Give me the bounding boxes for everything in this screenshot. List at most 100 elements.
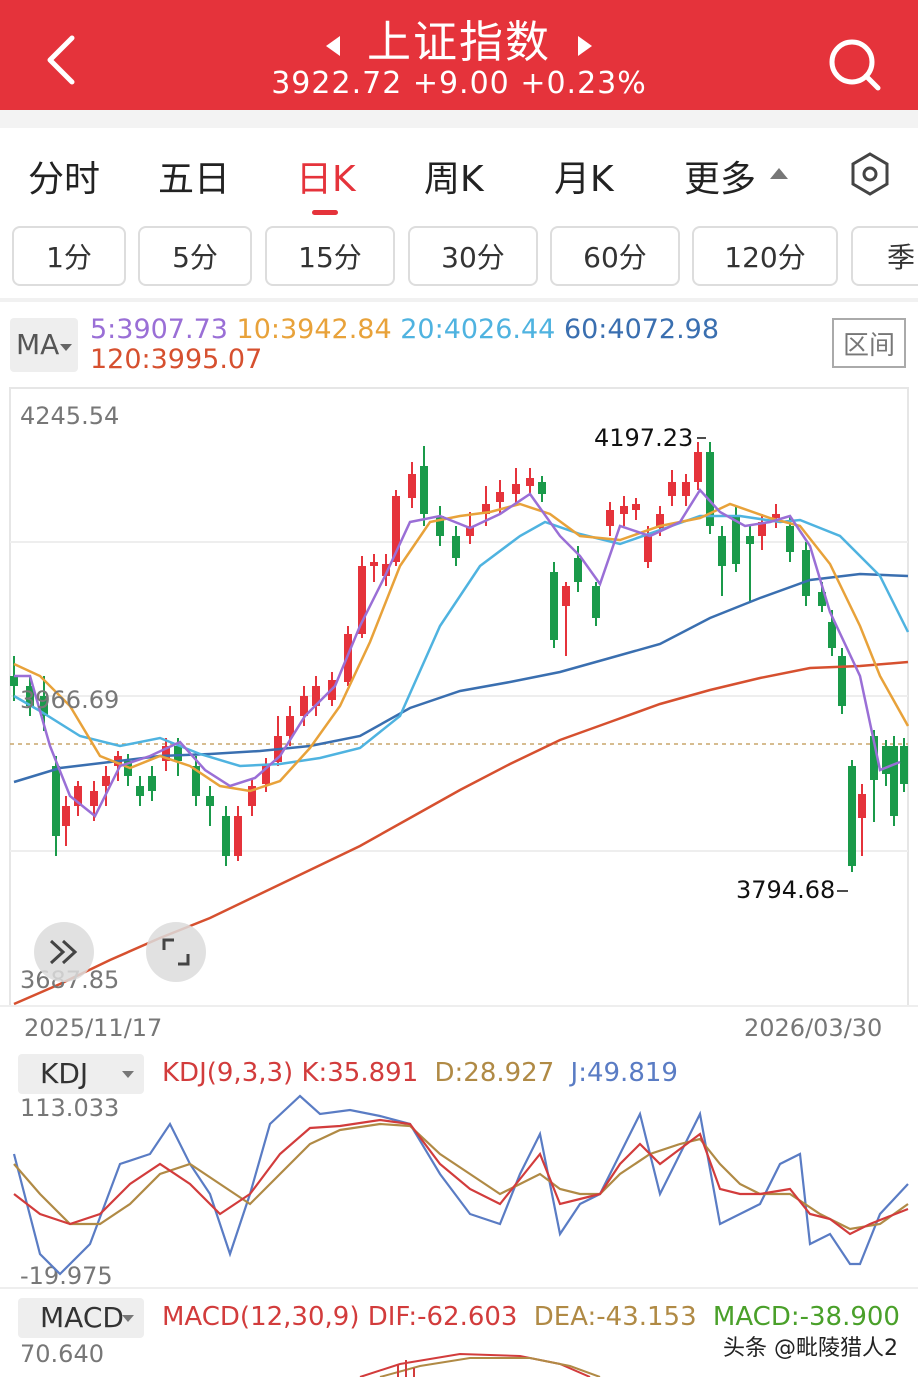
candle-body (512, 484, 520, 494)
ma20-value: 20:4026.44 (400, 314, 556, 345)
candle-body (162, 746, 170, 761)
period-30min[interactable]: 30分 (408, 226, 538, 286)
tab-weekly-k[interactable]: 周K (424, 159, 484, 200)
candle-body (40, 696, 48, 716)
y-max-label: 4245.54 (20, 402, 119, 430)
period-15min[interactable]: 15分 (265, 226, 395, 286)
search-icon[interactable] (826, 36, 882, 92)
header-gap (0, 110, 918, 128)
candle-body (482, 504, 490, 514)
candle-body (408, 474, 416, 498)
fullscreen-icon (162, 938, 190, 966)
candle-body (900, 746, 908, 784)
candle-body (262, 764, 270, 784)
candle-body (606, 510, 614, 526)
candle-body (592, 586, 600, 618)
low-label: 3794.68 (736, 876, 835, 904)
candle-body (248, 786, 256, 806)
tab-monthly-k[interactable]: 月K (554, 159, 614, 200)
candle-body (828, 622, 836, 648)
candle-body (90, 791, 98, 806)
candle-body (136, 786, 144, 796)
back-icon[interactable] (40, 30, 90, 90)
candle-body (838, 656, 846, 706)
candle-body (452, 536, 460, 558)
kdj-header: KDJ KDJ(9,3,3) K:35.891 D:28.927 J:49.81… (0, 1054, 918, 1094)
candle-body (392, 496, 400, 562)
kdj-selector[interactable]: KDJ (18, 1054, 144, 1094)
macd-value: MACD:-38.900 (712, 1302, 900, 1332)
candle-body (420, 466, 428, 514)
ma-selector[interactable]: MA (10, 318, 78, 372)
range-button[interactable]: 区间 (832, 318, 906, 368)
next-stock-arrow-icon[interactable] (578, 36, 592, 56)
caret-up-icon (770, 168, 788, 179)
candle-body (706, 452, 714, 526)
ma10-value: 10:3942.84 (236, 314, 392, 345)
candle-body (574, 558, 582, 582)
period-60min[interactable]: 60分 (550, 226, 680, 286)
tab-intraday[interactable]: 分时 (28, 159, 101, 200)
kdj-y-max: 113.033 (20, 1094, 119, 1122)
candle-body (174, 746, 182, 761)
fullscreen-button[interactable] (146, 922, 206, 982)
tab-daily-k[interactable]: 日K (296, 159, 356, 200)
y-mid-label: 3966.69 (20, 686, 119, 714)
candle-body (358, 566, 366, 634)
macd-y-max: 70.640 (20, 1340, 104, 1368)
period-5min[interactable]: 5分 (138, 226, 252, 286)
candle-body (818, 592, 826, 606)
ma5-line (14, 487, 901, 818)
candle-body (436, 516, 444, 536)
ma60-value: 60:4072.98 (563, 314, 720, 345)
macd-dea-line (379, 1357, 601, 1377)
candlestick-chart[interactable]: 4245.54 3966.69 3687.85 4197.23 3794.68 … (0, 386, 918, 1050)
candle-body (644, 536, 652, 562)
candle-body (718, 536, 726, 566)
period-1min[interactable]: 1分 (12, 226, 126, 286)
candle-body (870, 736, 878, 780)
candle-body (732, 516, 740, 564)
double-chevron-right-icon (49, 939, 78, 965)
period-quarter[interactable]: 季 (851, 226, 918, 286)
chart-tabs: 分时 五日 日K 周K 月K 更多 (0, 128, 918, 216)
date-start: 2025/11/17 (24, 1014, 162, 1042)
candle-body (222, 816, 230, 856)
candle-body (848, 766, 856, 866)
candle-body (682, 482, 690, 496)
kdj-j-line (12, 1094, 909, 1276)
collapse-arrows-button[interactable] (34, 922, 94, 982)
divider (0, 298, 918, 302)
candle-body (746, 536, 754, 544)
candle-body (26, 686, 34, 706)
ma60-line (13, 572, 909, 784)
stock-change-pct: +0.23% (520, 66, 647, 101)
kdj-j: J:49.819 (570, 1058, 678, 1088)
ma-legend: MA 5:3907.73 10:3942.84 20:4026.44 60:40… (0, 310, 918, 386)
candle-body (192, 766, 200, 796)
app-header: 上证指数 3922.72 +9.00 +0.23% (0, 0, 918, 110)
stock-title: 上证指数 (367, 17, 551, 68)
macd-chart[interactable]: 70.640 (0, 1338, 918, 1377)
macd-header: MACD MACD(12,30,9) DIF:-62.603 DEA:-43.1… (0, 1298, 918, 1338)
kdj-chart[interactable]: 113.033 -19.975 (0, 1094, 918, 1290)
candle-body (562, 586, 570, 606)
candle-body (802, 550, 810, 596)
tab-five-day[interactable]: 五日 (158, 159, 231, 200)
kdj-k-line (13, 1118, 909, 1236)
candle-body (656, 514, 664, 528)
candle-body (466, 526, 474, 536)
tab-more[interactable]: 更多 (684, 159, 757, 200)
macd-selector[interactable]: MACD (18, 1298, 144, 1338)
prev-stock-arrow-icon[interactable] (326, 36, 340, 56)
period-120min[interactable]: 120分 (692, 226, 838, 286)
candle-body (206, 796, 214, 806)
candle-body (550, 572, 558, 640)
gear-icon[interactable] (846, 150, 894, 198)
stock-change: +9.00 (412, 66, 510, 101)
high-label: 4197.23 (594, 424, 693, 452)
kdj-k: K:35.891 (301, 1058, 419, 1088)
candle-body (234, 816, 242, 856)
ma10-line (13, 502, 910, 793)
candle-body (772, 514, 780, 518)
